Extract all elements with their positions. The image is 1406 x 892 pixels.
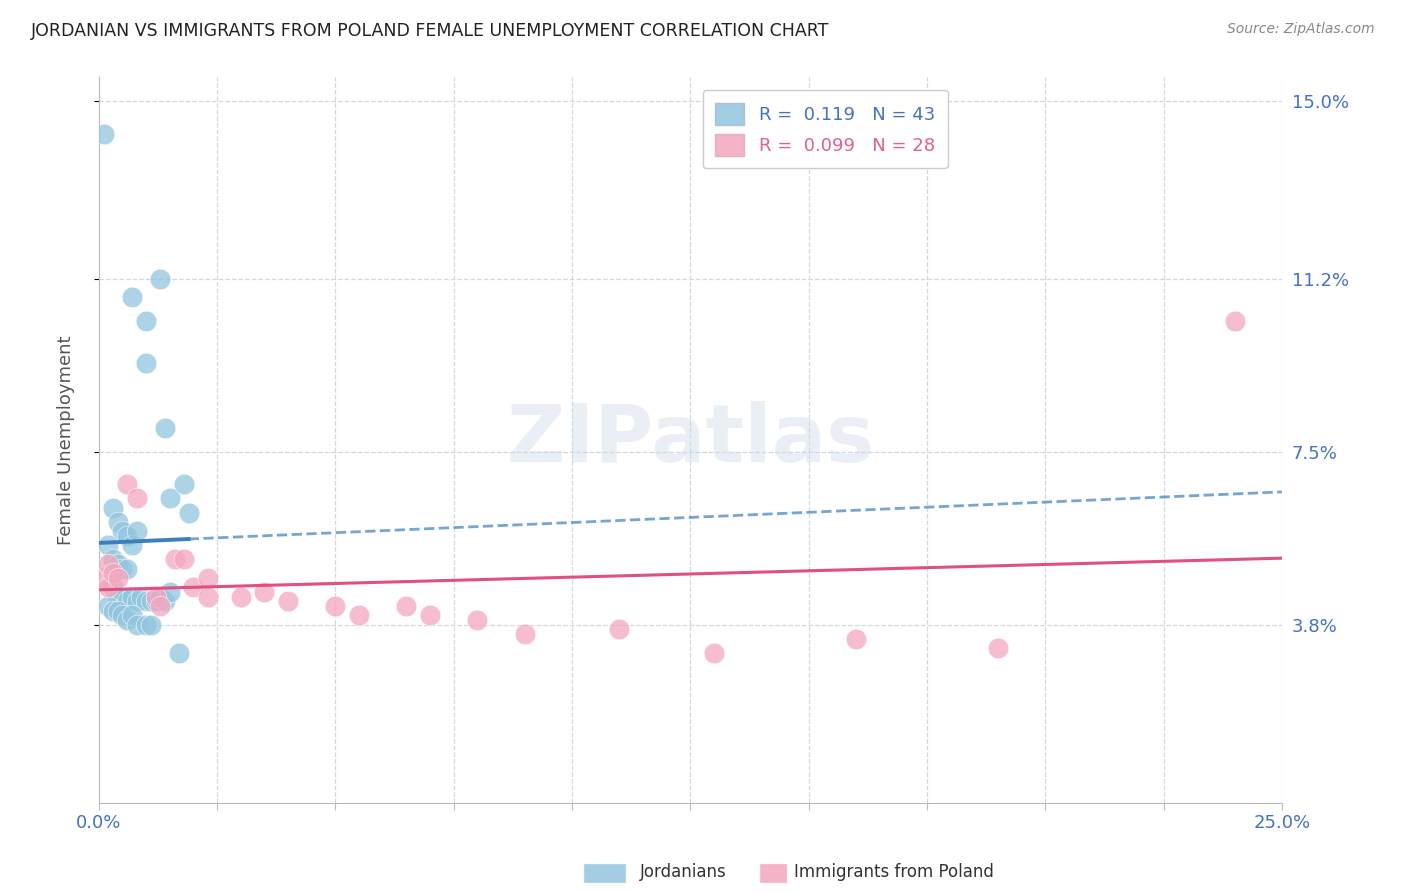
- Point: [159, 585, 181, 599]
- Point: [101, 581, 124, 595]
- Point: [149, 590, 172, 604]
- Point: [177, 506, 200, 520]
- Point: [111, 562, 134, 576]
- Point: [93, 127, 115, 141]
- Point: [167, 646, 190, 660]
- Text: ZIPatlas: ZIPatlas: [506, 401, 875, 479]
- Point: [125, 491, 148, 506]
- Point: [107, 590, 129, 604]
- Point: [1223, 314, 1246, 328]
- Point: [97, 599, 120, 613]
- Point: [135, 594, 157, 608]
- Point: [173, 552, 195, 566]
- Point: [395, 599, 418, 613]
- Point: [845, 632, 868, 646]
- Point: [107, 515, 129, 529]
- Point: [125, 594, 148, 608]
- Point: [101, 566, 124, 581]
- Point: [183, 581, 205, 595]
- Point: [153, 594, 176, 608]
- Point: [467, 613, 489, 627]
- Point: [121, 538, 143, 552]
- Point: [111, 524, 134, 539]
- Point: [101, 552, 124, 566]
- Point: [153, 421, 176, 435]
- Text: JORDANIAN VS IMMIGRANTS FROM POLAND FEMALE UNEMPLOYMENT CORRELATION CHART: JORDANIAN VS IMMIGRANTS FROM POLAND FEMA…: [31, 22, 830, 40]
- Point: [149, 271, 172, 285]
- Point: [163, 552, 186, 566]
- Point: [115, 477, 138, 491]
- Point: [121, 590, 143, 604]
- Point: [197, 571, 219, 585]
- Point: [149, 599, 172, 613]
- Text: Jordanians: Jordanians: [640, 863, 727, 881]
- Point: [107, 604, 129, 618]
- Point: [93, 571, 115, 585]
- Point: [125, 524, 148, 539]
- Point: [173, 477, 195, 491]
- Point: [197, 590, 219, 604]
- Point: [125, 617, 148, 632]
- Point: [115, 613, 138, 627]
- Text: Source: ZipAtlas.com: Source: ZipAtlas.com: [1227, 22, 1375, 37]
- Point: [107, 571, 129, 585]
- Point: [229, 590, 252, 604]
- Point: [513, 627, 536, 641]
- Point: [101, 604, 124, 618]
- Point: [115, 594, 138, 608]
- Point: [107, 557, 129, 571]
- Point: [101, 500, 124, 515]
- Point: [253, 585, 276, 599]
- Point: [135, 314, 157, 328]
- Point: [121, 608, 143, 623]
- Point: [111, 590, 134, 604]
- Point: [111, 608, 134, 623]
- Point: [135, 617, 157, 632]
- Point: [609, 623, 631, 637]
- Point: [159, 491, 181, 506]
- Point: [347, 608, 370, 623]
- Point: [145, 594, 167, 608]
- Point: [131, 590, 153, 604]
- Point: [325, 599, 347, 613]
- Point: [97, 557, 120, 571]
- Point: [135, 356, 157, 370]
- Point: [121, 290, 143, 304]
- Point: [97, 581, 120, 595]
- Point: [139, 617, 162, 632]
- Point: [139, 594, 162, 608]
- Legend: R =  0.119   N = 43, R =  0.099   N = 28: R = 0.119 N = 43, R = 0.099 N = 28: [703, 90, 948, 169]
- Point: [115, 562, 138, 576]
- Text: Immigrants from Poland: Immigrants from Poland: [794, 863, 994, 881]
- Point: [277, 594, 299, 608]
- Point: [145, 590, 167, 604]
- Y-axis label: Female Unemployment: Female Unemployment: [58, 335, 75, 545]
- Point: [987, 641, 1010, 656]
- Point: [703, 646, 725, 660]
- Point: [115, 529, 138, 543]
- Point: [419, 608, 441, 623]
- Point: [97, 538, 120, 552]
